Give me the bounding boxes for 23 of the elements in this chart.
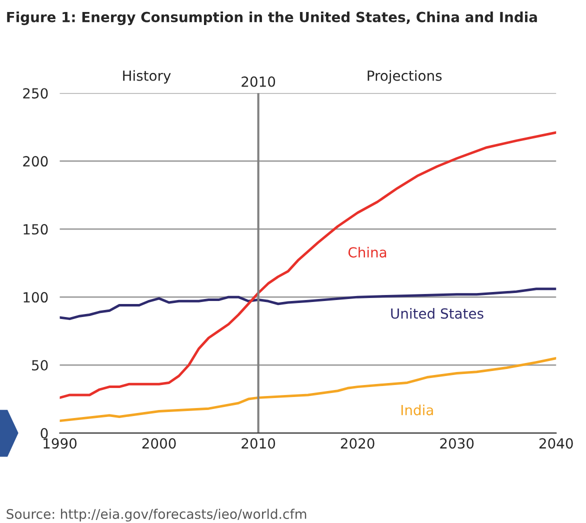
text: Projections (368, 70, 442, 84)
y-tick-label: 250 (23, 88, 48, 99)
chart-title: Figure 1: Energy Consumption in the United States, China and India (7, 12, 537, 26)
source-note: Source: http://eia.gov/forecasts/ieo/world.cfm (6, 508, 306, 522)
y-tick-label: 150 (24, 224, 48, 235)
series-label: China (348, 246, 386, 258)
y-tick-label: 200 (23, 156, 48, 167)
x-tick-label: 2040 (539, 438, 573, 449)
y-tick-label: 0 (40, 428, 48, 439)
x-tick-label: 2020 (340, 438, 374, 449)
x-tick-label: 2030 (440, 438, 474, 449)
ref-line-label: 2010 (242, 76, 276, 87)
text: History (123, 70, 171, 84)
series-label: India (401, 404, 433, 416)
y-tick-label: 50 (32, 360, 48, 371)
series-label: United States (391, 308, 484, 319)
x-tick-label: 1990 (44, 438, 77, 449)
x-tick-label: 2000 (142, 438, 176, 449)
x-tick-label: 2010 (242, 438, 276, 449)
line-series (60, 288, 556, 320)
y-tick-label: 100 (24, 292, 48, 303)
line-series (60, 357, 556, 422)
line-series (60, 131, 556, 399)
